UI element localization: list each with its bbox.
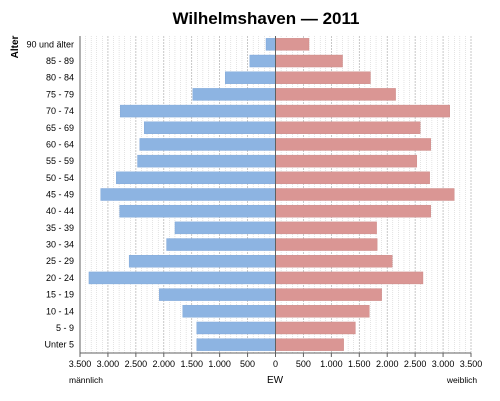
category-label: 45 - 49 [46,190,74,200]
bar-weiblich-18 [275,338,344,351]
category-label: 40 - 44 [46,206,74,216]
category-label: 10 - 14 [46,306,74,316]
x-tick-label: 1.000 [208,359,231,369]
bar-maennlich-5 [144,121,276,134]
bar-maennlich-10 [119,204,276,218]
x-tick-label: 2.500 [404,359,427,369]
category-label: 5 - 9 [56,323,74,333]
bar-weiblich-7 [275,154,418,168]
bar-weiblich-4 [275,104,450,118]
plot-area: 90 und älter 85 - 89 80 - 84 75 - 79 70 - 74… [26,36,482,369]
x-tick-label: 500 [296,359,311,369]
bar-maennlich-3 [192,88,276,101]
bar-maennlich-7 [137,154,276,168]
bar-weiblich-11 [275,221,377,235]
x-tick-label: 1.000 [320,359,343,369]
category-label: 85 - 89 [46,56,74,66]
bar-maennlich-4 [120,104,276,118]
category-label: 55 - 59 [46,156,74,166]
bar-weiblich-8 [275,171,430,185]
bar-weiblich-6 [275,138,431,151]
right-side-label: weiblich [446,375,478,385]
category-label: 65 - 69 [46,123,74,133]
category-label: Unter 5 [44,340,74,350]
bar-maennlich-16 [182,305,276,318]
category-label: 15 - 19 [46,290,74,300]
bar-weiblich-16 [275,305,370,318]
bar-weiblich-10 [275,204,431,218]
x-tick-label: 3.000 [97,359,120,369]
bar-maennlich-1 [249,54,276,68]
y-axis-label: Alter [10,36,21,59]
bar-maennlich-12 [166,238,276,251]
bar-weiblich-14 [275,271,424,285]
bar-maennlich-8 [116,171,276,185]
x-tick-label: 0 [273,359,278,369]
x-tick-label: 3.500 [460,359,483,369]
x-tick-label: 1.500 [348,359,371,369]
x-tick-label: 2.000 [153,359,176,369]
x-tick-label: 2.000 [376,359,399,369]
x-axis-label: EW [267,375,284,386]
bar-maennlich-0 [265,38,276,51]
category-label: 25 - 29 [46,256,74,266]
bar-maennlich-9 [100,188,276,201]
bar-weiblich-12 [275,238,378,251]
bar-maennlich-2 [225,71,276,84]
bar-weiblich-9 [275,188,455,201]
bar-weiblich-2 [275,71,371,84]
bar-maennlich-6 [139,138,276,151]
x-tick-label: 2.500 [125,359,148,369]
chart-title: Wilhelmshaven — 2011 [173,9,360,28]
bar-weiblich-15 [275,288,382,301]
category-label: 20 - 24 [46,273,74,283]
bar-weiblich-1 [275,54,343,68]
bar-maennlich-11 [174,221,276,235]
category-label: 35 - 39 [46,223,74,233]
bar-maennlich-18 [196,338,276,351]
bar-weiblich-3 [275,88,396,101]
category-label: 80 - 84 [46,73,74,83]
bar-maennlich-14 [88,271,276,285]
bar-maennlich-15 [159,288,276,301]
bar-maennlich-17 [196,321,276,335]
bar-weiblich-0 [275,38,310,51]
x-tick-label: 1.500 [180,359,203,369]
x-tick-label: 3.000 [432,359,455,369]
x-tick-label: 500 [240,359,255,369]
category-label: 60 - 64 [46,139,74,149]
category-label: 75 - 79 [46,89,74,99]
bar-weiblich-5 [275,121,421,134]
category-label: 90 und älter [26,39,74,49]
bar-weiblich-13 [275,255,393,268]
category-label: 50 - 54 [46,173,74,183]
bar-maennlich-13 [128,255,276,268]
left-side-label: männlich [69,375,103,385]
bar-weiblich-17 [275,321,356,335]
category-label: 30 - 34 [46,240,74,250]
x-tick-label: 3.500 [69,359,92,369]
category-label: 70 - 74 [46,106,74,116]
